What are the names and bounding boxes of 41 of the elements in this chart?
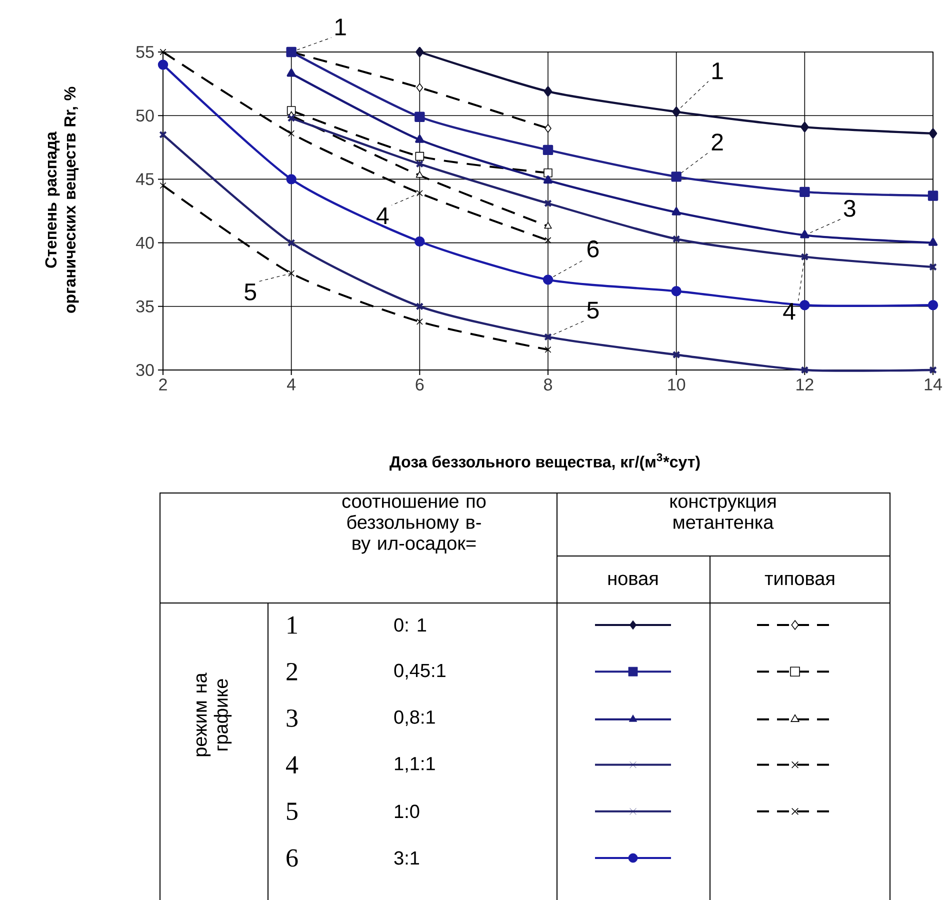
text: 0,45:1 <box>394 664 446 680</box>
annotation: 1 <box>712 62 723 80</box>
y-tick-label: 30 <box>136 364 154 376</box>
text: 6 <box>286 849 298 867</box>
text: 1:0 <box>394 804 420 818</box>
annotation: 5 <box>587 302 599 319</box>
text: конструкция метантенка <box>670 498 776 529</box>
text: 1 <box>288 616 297 634</box>
text: режим на графике <box>196 672 232 756</box>
annotation: 2 <box>712 134 723 150</box>
annotation: 4 <box>376 207 389 224</box>
text: 0,8:1 <box>394 710 435 726</box>
x-tick-label: 14 <box>924 378 942 390</box>
x-tick-label: 6 <box>416 378 424 391</box>
x-tick-label: 8 <box>544 378 552 391</box>
text: 2 <box>286 662 298 680</box>
x-tick-label: 12 <box>796 378 814 390</box>
text: 4 <box>286 756 298 774</box>
text: 5 <box>287 802 298 820</box>
annotation: 1 <box>335 18 346 36</box>
x-axis-title: Доза беззольного вещества, кг/(м$^{3}$*сут) <box>390 453 700 471</box>
y-tick-label: 55 <box>136 46 154 58</box>
x-tick-label: 10 <box>668 378 686 391</box>
text: соотношение по беззольному в-ву ил-осадок= <box>342 498 486 554</box>
x-tick-label: 4 <box>287 378 296 390</box>
text: 3:1 <box>394 851 420 865</box>
text: 3 <box>286 709 298 727</box>
y-axis-title: Степень распада органических веществ Rr, % <box>45 86 79 313</box>
y-tick-label: 40 <box>136 236 154 249</box>
y-tick-label: 35 <box>136 300 154 312</box>
y-tick-label: 45 <box>136 173 154 186</box>
annotation: 6 <box>588 240 599 258</box>
text: новая <box>608 574 658 586</box>
annotation: 4 <box>783 303 796 320</box>
text: типовая <box>764 574 834 586</box>
text: 0: 1 <box>394 618 426 632</box>
annotation: 3 <box>844 200 856 217</box>
x-tick-label: 2 <box>159 378 167 390</box>
y-tick-label: 50 <box>136 110 154 122</box>
text: 1,1:1 <box>394 757 435 773</box>
annotation: 5 <box>244 284 256 300</box>
